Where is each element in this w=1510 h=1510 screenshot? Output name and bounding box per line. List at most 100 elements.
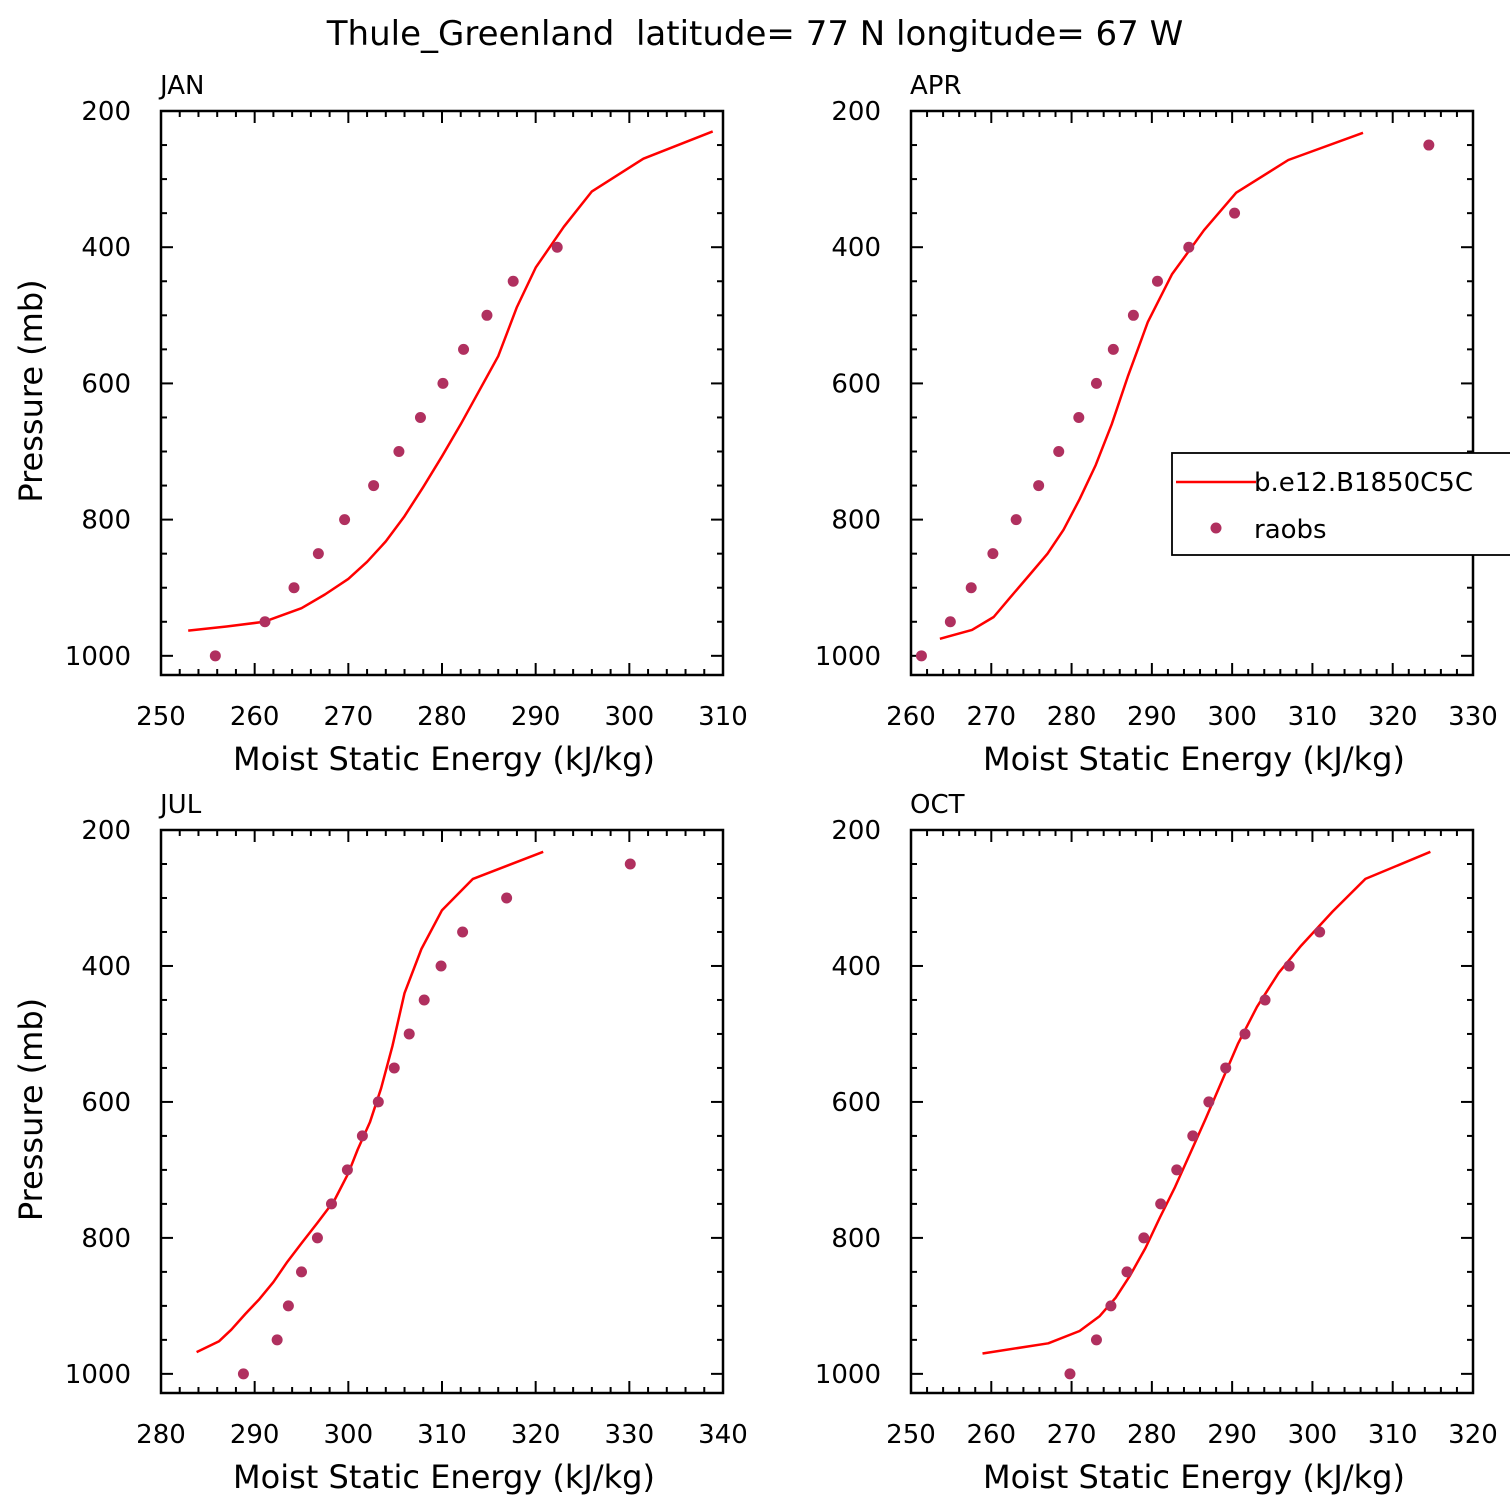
model-line [982, 850, 1431, 1355]
y-tick-label: 200 [831, 816, 881, 846]
y-tick-label: 1000 [815, 1360, 881, 1390]
raobs-point [507, 275, 519, 287]
raobs-point [1010, 514, 1022, 526]
raobs-point [481, 309, 493, 321]
legend-model-label: b.e12.B1850C5C [1254, 468, 1473, 498]
plot-frame [909, 109, 1475, 677]
raobs-point [1138, 1232, 1150, 1244]
plot-frame [159, 109, 725, 677]
y-tick-label: 600 [81, 1088, 131, 1118]
legend-dot-swatch [1210, 522, 1222, 534]
legend: b.e12.B1850C5C raobs [1171, 452, 1510, 556]
y-tick-label: 800 [831, 506, 881, 536]
y-tick-label: 1000 [65, 1360, 131, 1390]
raobs-point [944, 616, 956, 628]
panel-apr: 260 270 280 290 300 310 320 330 200 400 600 800 1000… [815, 71, 1498, 778]
raobs-point [1107, 343, 1119, 355]
y-axis-label: Pressure (mb) [12, 998, 50, 1221]
x-tick-label: 310 [1288, 702, 1338, 732]
x-tick-label: 320 [511, 1420, 561, 1450]
raobs-point [1171, 1164, 1183, 1176]
x-tick-label: 310 [698, 702, 748, 732]
y-tick-label: 800 [831, 1224, 881, 1254]
x-tick-label: 270 [324, 702, 374, 732]
raobs-point [624, 858, 636, 870]
model-line [196, 850, 544, 1354]
raobs-point [1259, 994, 1271, 1006]
x-tick-label: 260 [966, 1420, 1016, 1450]
raobs-point [1203, 1096, 1215, 1108]
raobs-point [1053, 446, 1065, 458]
raobs-point [987, 548, 999, 560]
x-tick-label: 280 [1047, 702, 1097, 732]
raobs-point [388, 1062, 400, 1074]
raobs-point [458, 343, 470, 355]
x-axis-label: Moist Static Energy (kJ/kg) [233, 1458, 655, 1496]
raobs-point [1090, 1334, 1102, 1346]
x-tick-label: 250 [886, 1420, 936, 1450]
raobs-point [325, 1198, 337, 1210]
model-line [188, 130, 714, 632]
x-tick-label: 300 [1207, 702, 1257, 732]
x-tick-label: 270 [1047, 1420, 1097, 1450]
raobs-point [1283, 960, 1295, 972]
y-tick-label: 200 [81, 816, 131, 846]
raobs-point [1183, 241, 1195, 253]
x-axis-label: Moist Static Energy (kJ/kg) [983, 1458, 1405, 1496]
y-tick-label: 400 [831, 233, 881, 263]
x-tick-label: 280 [136, 1420, 186, 1450]
x-axis-label: Moist Static Energy (kJ/kg) [983, 740, 1405, 778]
x-tick-label: 310 [1368, 1420, 1418, 1450]
y-tick-label: 800 [81, 1224, 131, 1254]
y-tick-label: 600 [831, 1088, 881, 1118]
raobs-point [1033, 480, 1045, 492]
figure-title: Thule_Greenland latitude= 77 N longitude… [326, 14, 1183, 54]
y-tick-label: 1000 [815, 642, 881, 672]
x-tick-label: 260 [886, 702, 936, 732]
raobs-point [368, 480, 380, 492]
panel-label: JUL [158, 790, 202, 820]
x-tick-label: 300 [1288, 1420, 1338, 1450]
raobs-point [551, 241, 563, 253]
x-tick-label: 310 [417, 1420, 467, 1450]
panel-jul: 280 290 300 310 320 330 340 200 400 600 800 1000 JUL… [12, 790, 748, 1496]
raobs-point [418, 994, 430, 1006]
y-tick-label: 400 [81, 952, 131, 982]
raobs-point [282, 1300, 294, 1312]
x-tick-label: 260 [230, 702, 280, 732]
raobs-point [311, 1232, 323, 1244]
raobs-point [271, 1334, 283, 1346]
raobs-point [339, 514, 351, 526]
x-tick-label: 300 [605, 702, 655, 732]
y-tick-label: 200 [831, 97, 881, 127]
raobs-point [288, 582, 300, 594]
x-tick-label: 280 [417, 702, 467, 732]
model-line [939, 131, 1364, 641]
raobs-point [501, 892, 513, 904]
panel-jan: 250 260 270 280 290 300 310 200 400 600 800 1000 JAN… [12, 71, 748, 778]
raobs-point [1220, 1062, 1232, 1074]
raobs-point [1105, 1300, 1117, 1312]
raobs-point [393, 446, 405, 458]
y-tick-label: 600 [831, 369, 881, 399]
raobs-point [372, 1096, 384, 1108]
raobs-point [1187, 1130, 1199, 1142]
y-tick-label: 400 [831, 952, 881, 982]
raobs-point [1127, 309, 1139, 321]
raobs-point [915, 650, 927, 662]
legend-box [1171, 452, 1510, 556]
raobs-point [237, 1368, 249, 1380]
raobs-point [1090, 377, 1102, 389]
raobs-point [965, 582, 977, 594]
raobs-point [1064, 1368, 1076, 1380]
raobs-point [296, 1266, 307, 1278]
raobs-point [435, 960, 447, 972]
raobs-point [209, 650, 221, 662]
y-tick-label: 800 [81, 506, 131, 536]
y-tick-label: 600 [81, 369, 131, 399]
y-tick-label: 400 [81, 233, 131, 263]
x-tick-label: 330 [1448, 702, 1498, 732]
y-tick-label: 1000 [65, 642, 131, 672]
raobs-point [1073, 411, 1085, 423]
